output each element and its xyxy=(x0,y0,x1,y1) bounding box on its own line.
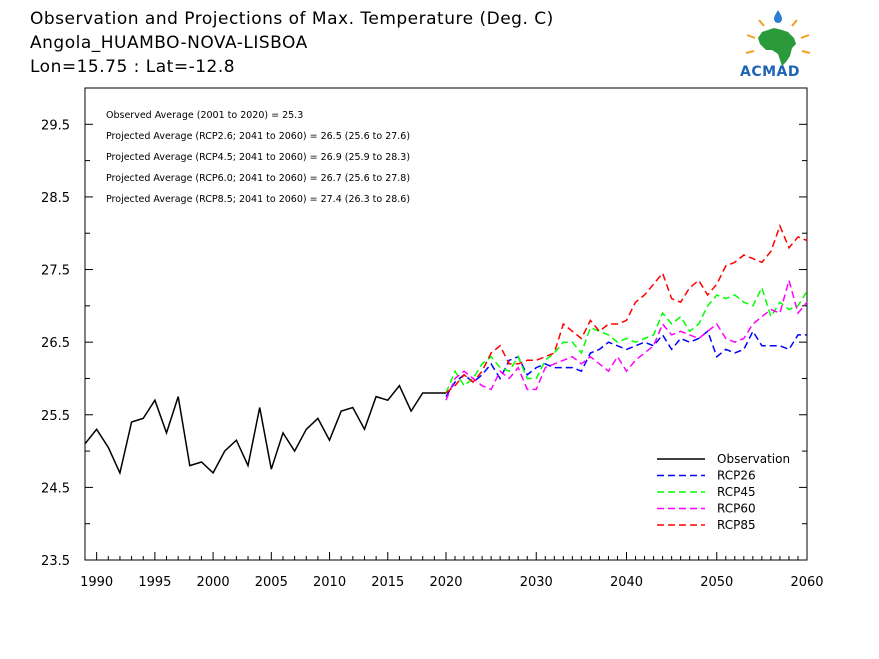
legend-label: Observation xyxy=(717,452,790,466)
series-line-rcp60 xyxy=(445,277,808,401)
x-tick-label: 2005 xyxy=(255,575,288,590)
africa-map-icon xyxy=(758,28,796,66)
legend-label: RCP26 xyxy=(717,469,756,483)
y-tick-label: 24.5 xyxy=(41,481,70,496)
series-line-rcp45 xyxy=(445,285,808,394)
series-line-rcp26 xyxy=(445,329,807,397)
chart-title: Observation and Projections of Max. Temp… xyxy=(30,9,554,29)
y-tick-label: 27.5 xyxy=(41,264,70,279)
annotation-line: Projected Average (RCP4.5; 2041 to 2060)… xyxy=(106,152,410,163)
y-tick-label: 25.5 xyxy=(41,409,70,424)
x-tick-label: 2010 xyxy=(313,575,346,590)
x-tick-label: 1990 xyxy=(80,575,113,590)
acmad-logo xyxy=(745,10,811,66)
acmad-logo-text: ACMAD xyxy=(740,64,800,80)
legend-label: RCP85 xyxy=(717,518,756,532)
x-tick-label: 2030 xyxy=(520,575,553,590)
water-drop-icon xyxy=(774,10,782,23)
y-tick-label: 28.5 xyxy=(41,191,70,206)
y-tick-label: 23.5 xyxy=(41,554,70,569)
x-tick-label: 2015 xyxy=(371,575,404,590)
x-tick-label: 2020 xyxy=(429,575,462,590)
annotation-line: Projected Average (RCP2.6; 2041 to 2060)… xyxy=(106,131,410,142)
annotation-line: Observed Average (2001 to 2020) = 25.3 xyxy=(106,110,303,121)
x-tick-label: 2060 xyxy=(790,575,823,590)
sun-rays-icon xyxy=(745,14,811,54)
series-line-observation xyxy=(84,384,446,476)
annotation-line: Projected Average (RCP8.5; 2041 to 2060)… xyxy=(106,194,410,205)
legend-label: RCP45 xyxy=(717,485,756,499)
x-tick-label: 2000 xyxy=(197,575,230,590)
y-tick-label: 29.5 xyxy=(41,118,70,133)
plot-area xyxy=(84,87,808,561)
legend-label: RCP60 xyxy=(717,502,756,516)
annotation-line: Projected Average (RCP6.0; 2041 to 2060)… xyxy=(106,173,410,184)
x-tick-label: 1995 xyxy=(138,575,171,590)
x-tick-label: 2040 xyxy=(610,575,643,590)
station-name: Angola_HUAMBO-NOVA-LISBOA xyxy=(30,33,308,53)
y-tick-label: 26.5 xyxy=(41,336,70,351)
x-tick-label: 2050 xyxy=(700,575,733,590)
station-coordinates: Lon=15.75 : Lat=-12.8 xyxy=(30,57,236,77)
series-line-rcp85 xyxy=(445,223,808,394)
